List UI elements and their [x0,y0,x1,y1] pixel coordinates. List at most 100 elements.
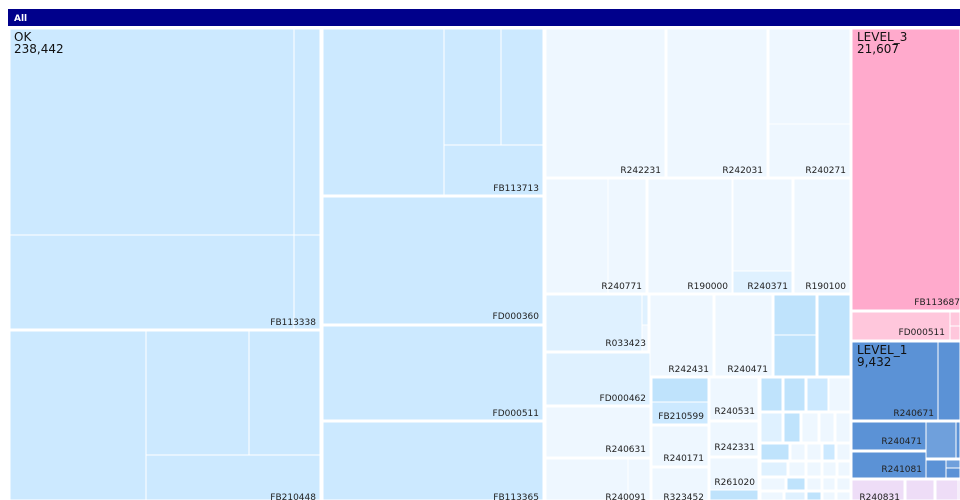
leaf-label: FB113365 [493,493,539,500]
treemap-tile [322,28,445,196]
treemap-tile [945,467,960,479]
treemap-tile [760,491,784,500]
treemap-tile [806,477,822,491]
leaf-label: R241081 [881,465,922,475]
treemap-tile [709,377,759,421]
treemap-tile [806,461,822,477]
treemap-tile [828,377,851,412]
treemap-tile [760,412,783,443]
leaf-label: R242331 [714,443,755,453]
treemap-tile [651,425,709,467]
treemap-tile [783,377,806,412]
treemap-tile [145,330,250,456]
treemap-tile [817,294,851,377]
leaf-label: R033423 [605,339,646,349]
treemap-tile [248,330,321,456]
leaf-label: R240771 [601,282,642,292]
treemap-tile [9,330,147,500]
treemap-tile [9,28,295,236]
treemap-tile [773,294,817,336]
treemap-tile [322,325,544,421]
treemap-tile [545,178,609,294]
treemap-tile [545,28,666,178]
treemap-tile [443,144,544,196]
treemap-tile [949,325,960,341]
leaf-label: FD000462 [600,394,646,404]
group-name-level-1: LEVEL_1 [857,343,907,357]
treemap-tile [666,28,768,178]
treemap-tile [647,178,733,294]
treemap-tile [293,234,321,330]
leaf-label: FB210599 [658,412,704,422]
treemap-tile [773,334,817,377]
leaf-label: FD000511 [493,409,539,419]
leaf-label: R240531 [714,407,755,417]
treemap-tile [790,443,806,461]
treemap-tile [783,412,801,443]
leaf-label: FB210448 [270,493,316,500]
treemap-tile [500,28,544,146]
treemap-tile [732,270,793,294]
treemap-tile [806,443,822,461]
treemap-tile [836,477,851,491]
leaf-label: R242231 [620,166,661,176]
root-header [8,9,960,26]
treemap-tile [709,457,759,491]
treemap-tile [822,443,836,461]
leaf-label: R190100 [805,282,846,292]
group-value-level-3: 21,607 [857,42,899,56]
leaf-label: R240831 [859,493,900,500]
treemap-tile [649,294,714,377]
treemap-tile [801,412,819,443]
treemap-tile [768,123,851,178]
treemap-tile [925,459,947,479]
treemap-tile [784,491,806,500]
treemap-tile [709,421,759,457]
treemap-tile [788,461,806,477]
leaf-label: R240271 [805,166,846,176]
leaf-label: R240091 [605,493,646,500]
leaf-label: R240671 [893,409,934,419]
treemap-tile [545,352,651,406]
treemap-tile [641,294,649,326]
treemap-tile [145,454,321,500]
treemap-tile [651,467,709,500]
leaf-label: FB113713 [493,184,539,194]
leaf-label: FD000360 [493,312,540,322]
leaf-label: R323452 [663,493,704,500]
treemap-tile [709,489,759,500]
treemap-tile [760,477,786,491]
treemap-tile [819,412,835,443]
group-name-level-3: LEVEL_3 [857,30,907,44]
treemap-tile [945,459,960,469]
treemap-tile [545,294,643,352]
treemap-tile [806,377,829,412]
treemap-tile [822,491,836,500]
root-label: All [14,14,27,24]
treemap-tile [851,479,905,500]
treemap-tile [760,377,783,412]
treemap-tile [836,491,851,500]
leaf-label: R240471 [881,437,922,447]
treemap-tile [768,28,851,125]
treemap-tile [627,458,651,500]
treemap-tile [760,461,788,477]
treemap-tile [851,421,927,451]
treemap-tile [322,196,544,325]
group-value-ok: 238,442 [14,42,64,56]
treemap-tile [835,412,851,443]
treemap-tile [443,28,502,146]
treemap-tile [937,341,960,421]
treemap-tile [545,406,651,458]
treemap-tile [925,421,957,459]
treemap-tile [293,28,321,236]
leaf-label: R240471 [727,365,768,375]
leaf-label: R261020 [714,478,755,488]
leaf-label: R242431 [668,365,709,375]
leaf-label: R240371 [747,282,788,292]
treemap-tile [935,479,959,500]
treemap-tile [641,324,649,352]
treemap-tile [786,477,806,491]
treemap-tile [732,178,793,272]
